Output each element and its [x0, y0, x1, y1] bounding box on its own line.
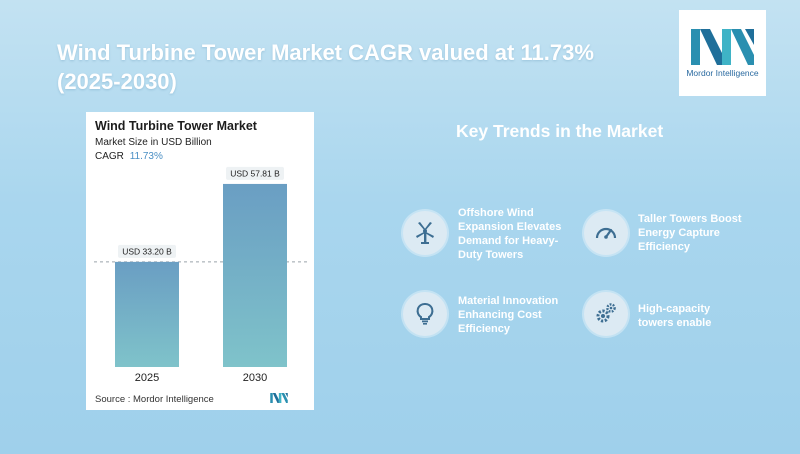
bar-2025 — [115, 261, 179, 367]
wind-turbine-icon — [403, 211, 447, 255]
chart-card: Wind Turbine Tower Market Market Size in… — [86, 112, 314, 410]
headline-line-1: Wind Turbine Tower Market CAGR valued at… — [57, 40, 594, 65]
trend-text-2: Taller Towers Boost Energy Capture Effic… — [638, 213, 742, 253]
chart-source: Source : Mordor Intelligence — [95, 394, 214, 405]
page-headline: Wind Turbine Tower Market CAGR valued at… — [57, 38, 667, 96]
data-label-2025: USD 33.20 B — [122, 246, 172, 256]
cagr-value: 11.73% — [129, 151, 163, 162]
data-label-2030: USD 57.81 B — [230, 168, 280, 178]
mordor-intelligence-logo-icon — [691, 29, 754, 65]
gears-icon — [584, 292, 628, 336]
x-tick-label-2025: 2025 — [135, 372, 159, 384]
cagr-label: CAGR — [95, 151, 124, 162]
brand-logo: Mordor Intelligence — [679, 10, 766, 96]
cagr-row: CAGR 11.73% — [95, 151, 163, 162]
trend-text-1: Offshore Wind Expansion Elevates Demand … — [458, 207, 562, 261]
data-label-box-2025 — [118, 244, 176, 258]
chart-title: Wind Turbine Tower Market — [95, 119, 257, 133]
bar-2030 — [223, 183, 287, 367]
trend-text-3: Material Innovation Enhancing Cost Effic… — [458, 295, 559, 335]
x-tick-label-2030: 2030 — [243, 372, 267, 384]
trend-text-4: High-capacity towers enable — [638, 303, 712, 329]
mini-logo-icon — [270, 393, 288, 403]
headline-line-2: (2025-2030) — [57, 69, 177, 94]
chart-subtitle: Market Size in USD Billion — [95, 137, 212, 148]
trends-title: Key Trends in the Market — [456, 121, 664, 141]
logo-text: Mordor Intelligence — [686, 68, 759, 78]
speedometer-icon — [584, 211, 628, 255]
data-label-box-2030 — [226, 166, 284, 180]
lightbulb-icon — [403, 292, 447, 336]
bar-chart: USD 33.20 B 2025 USD 57.81 B 2030 — [94, 166, 310, 384]
